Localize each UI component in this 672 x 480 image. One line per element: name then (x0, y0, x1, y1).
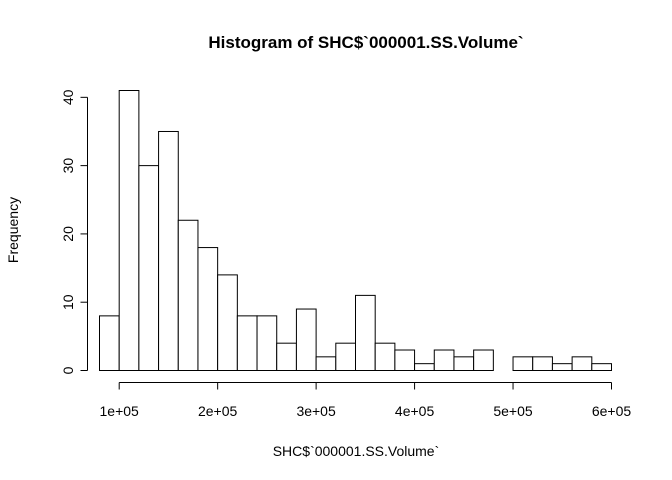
x-axis-label: SHC$`000001.SS.Volume` (273, 443, 440, 459)
histogram-bar (571, 356, 593, 371)
histogram-bar (315, 356, 337, 371)
histogram-bar (374, 342, 396, 371)
y-tick-label: 10 (60, 294, 76, 310)
histogram-bar (335, 342, 356, 371)
y-tick-label: 20 (60, 226, 76, 242)
histogram-bar (158, 130, 179, 371)
x-tick-label: 4e+05 (395, 403, 435, 419)
y-axis-label: Frequency (5, 197, 21, 263)
histogram-bar (217, 274, 238, 372)
histogram-bar (138, 165, 160, 371)
y-axis: 0 10 20 30 40 (60, 89, 88, 374)
histogram-bar (236, 315, 258, 371)
x-axis: 1e+05 2e+05 3e+05 4e+05 5e+05 6e+05 (100, 382, 632, 419)
histogram-bar (453, 356, 475, 371)
histogram-bar (473, 349, 494, 372)
x-tick-label: 3e+05 (296, 403, 336, 419)
x-tick-label: 6e+05 (592, 403, 632, 419)
histogram-bar (433, 349, 455, 372)
x-tick-label: 5e+05 (493, 403, 533, 419)
histogram-bar (256, 315, 278, 371)
histogram-bar (276, 342, 297, 371)
bars-group (99, 90, 612, 372)
histogram-bar (551, 363, 573, 372)
histogram-bar (295, 308, 317, 372)
y-tick-label: 30 (60, 158, 76, 174)
y-tick-label: 40 (60, 89, 76, 105)
histogram-bar (532, 356, 553, 371)
histogram-bar (118, 90, 140, 371)
histogram-bar (177, 219, 199, 371)
histogram-bar (99, 315, 120, 371)
histogram-bar (591, 363, 612, 372)
histogram-bar (394, 349, 416, 372)
histogram-bar (197, 247, 219, 372)
histogram-bar (355, 294, 376, 372)
histogram-bar (512, 356, 534, 371)
histogram-bar (414, 363, 435, 372)
y-tick-label: 0 (60, 366, 76, 374)
chart-title: Histogram of SHC$`000001.SS.Volume` (208, 33, 523, 52)
x-tick-label: 2e+05 (198, 403, 238, 419)
x-tick-label: 1e+05 (100, 403, 140, 419)
